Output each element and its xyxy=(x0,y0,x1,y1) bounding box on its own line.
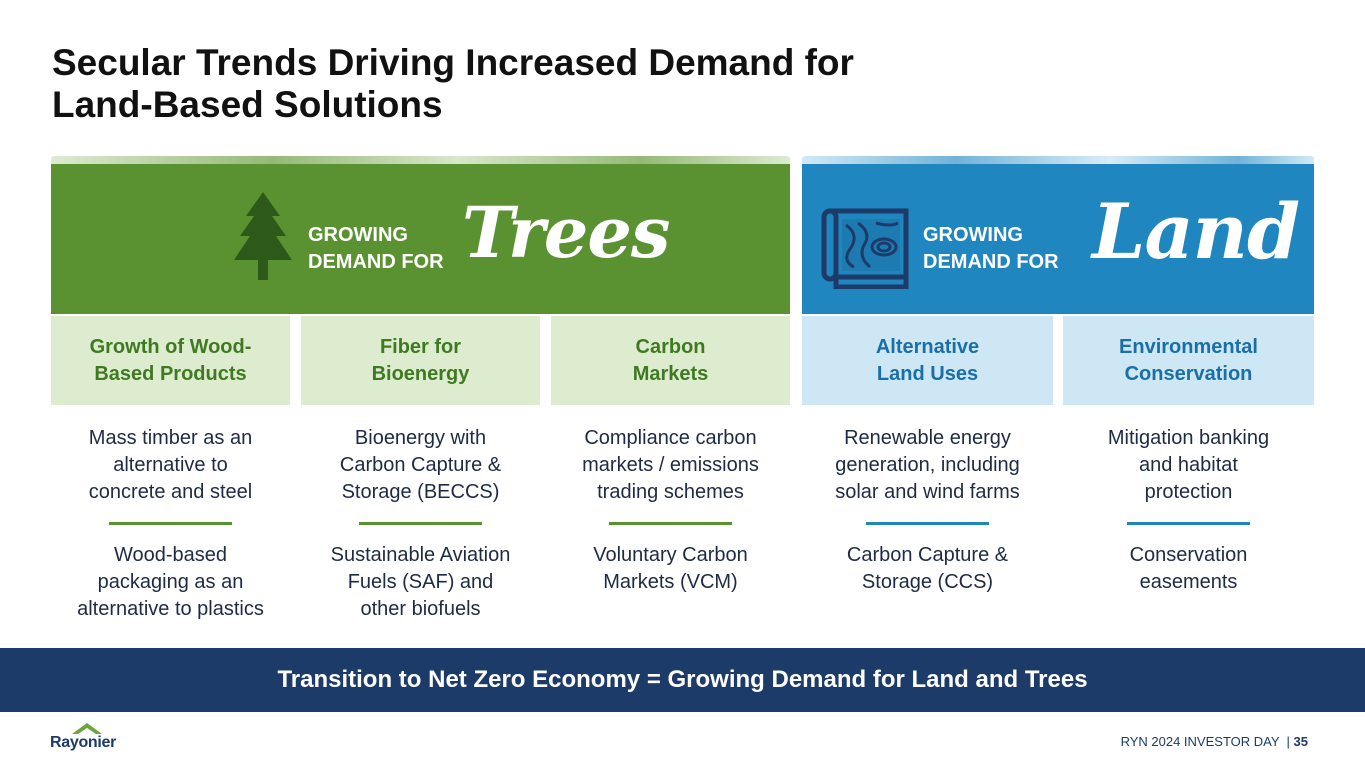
trees-growing-line-1: GROWING xyxy=(308,224,408,246)
category-header-environmental-conservation: Environmental Conservation xyxy=(1063,316,1314,405)
category-header-line: Markets xyxy=(632,362,709,385)
item-line: Mitigation banking xyxy=(1107,427,1270,449)
item-line: generation, including xyxy=(835,454,1020,476)
category-header-line: Growth of Wood- xyxy=(89,335,252,358)
column-2-item-2: Sustainable Aviation Fuels (SAF) and oth… xyxy=(301,542,540,623)
logo-peak-icon xyxy=(72,723,102,734)
category-header-line: Land Uses xyxy=(876,362,979,385)
column-1-item-2: Wood-based packaging as an alternative t… xyxy=(51,542,290,623)
category-header-alternative-land-uses: Alternative Land Uses xyxy=(802,316,1053,405)
item-line: easements xyxy=(1139,571,1238,593)
net-zero-banner: Transition to Net Zero Economy = Growing… xyxy=(0,648,1365,712)
column-3-item-1: Compliance carbon markets / emissions tr… xyxy=(551,425,790,506)
item-line: packaging as an xyxy=(97,571,244,593)
land-growing-line-1: GROWING xyxy=(923,224,1023,246)
item-line: alternative to plastics xyxy=(77,598,264,620)
item-line: Mass timber as an xyxy=(88,427,253,449)
trees-panel-brush-edge xyxy=(51,156,790,166)
pine-tree-icon xyxy=(234,192,292,280)
item-line: concrete and steel xyxy=(88,481,253,503)
category-header-bioenergy: Fiber for Bioenergy xyxy=(301,316,540,405)
rayonier-logo: Rayonier xyxy=(50,722,130,752)
column-2-item-1: Bioenergy with Carbon Capture & Storage … xyxy=(301,425,540,506)
title-line-1: Secular Trends Driving Increased Demand … xyxy=(52,42,854,83)
title-line-2: Land-Based Solutions xyxy=(52,84,443,125)
land-growing-line-2: DEMAND FOR xyxy=(923,251,1059,273)
column-5-item-2: Conservation easements xyxy=(1063,542,1314,596)
land-growing-label: GROWING DEMAND FOR xyxy=(923,222,1059,276)
column-5-item-1: Mitigation banking and habitat protectio… xyxy=(1063,425,1314,506)
trees-panel-header xyxy=(51,164,790,314)
item-line: alternative to xyxy=(113,454,228,476)
item-line: Conservation xyxy=(1129,544,1248,566)
category-header-carbon-markets: Carbon Markets xyxy=(551,316,790,405)
item-line: and habitat xyxy=(1139,454,1238,476)
item-line: Voluntary Carbon xyxy=(593,544,748,566)
item-line: markets / emissions xyxy=(582,454,759,476)
column-2-divider xyxy=(359,522,482,525)
trees-script-word: Trees xyxy=(462,191,670,274)
logo-wordmark: Rayonier xyxy=(50,734,117,751)
column-1-divider xyxy=(109,522,232,525)
trees-growing-line-2: DEMAND FOR xyxy=(308,251,444,273)
item-line: solar and wind farms xyxy=(835,481,1020,503)
footer: RYN 2024 INVESTOR DAY | 35 xyxy=(1121,734,1308,749)
item-line: Fuels (SAF) and xyxy=(347,571,494,593)
category-header-line: Environmental xyxy=(1119,335,1258,358)
item-line: other biofuels xyxy=(360,598,481,620)
item-line: Storage (CCS) xyxy=(861,571,994,593)
category-header-wood-products: Growth of Wood- Based Products xyxy=(51,316,290,405)
item-line: Bioenergy with xyxy=(354,427,487,449)
category-header-line: Fiber for xyxy=(379,335,462,358)
page-title: Secular Trends Driving Increased Demand … xyxy=(52,42,952,126)
column-3-item-2: Voluntary Carbon Markets (VCM) xyxy=(551,542,790,596)
item-line: protection xyxy=(1144,481,1233,503)
banner-text: Transition to Net Zero Economy = Growing… xyxy=(277,666,1088,693)
item-line: Storage (BECCS) xyxy=(341,481,500,503)
category-header-line: Bioenergy xyxy=(371,362,470,385)
land-map-icon xyxy=(821,208,909,289)
column-4-item-1: Renewable energy generation, including s… xyxy=(802,425,1053,506)
column-3-divider xyxy=(609,522,732,525)
category-header-line: Based Products xyxy=(94,362,247,385)
item-line: Compliance carbon xyxy=(584,427,757,449)
trees-growing-label: GROWING DEMAND FOR xyxy=(308,222,444,276)
column-4-divider xyxy=(866,522,989,525)
item-line: Markets (VCM) xyxy=(603,571,738,593)
category-header-line: Alternative xyxy=(875,335,980,358)
item-line: Sustainable Aviation xyxy=(330,544,511,566)
item-line: Carbon Capture & xyxy=(339,454,502,476)
category-header-line: Conservation xyxy=(1124,362,1253,385)
footer-label: RYN 2024 INVESTOR DAY | xyxy=(1120,734,1290,749)
item-line: Wood-based xyxy=(113,544,228,566)
category-header-line: Carbon xyxy=(635,335,706,358)
column-4-item-2: Carbon Capture & Storage (CCS) xyxy=(802,542,1053,596)
item-line: Renewable energy xyxy=(844,427,1011,449)
column-1-item-1: Mass timber as an alternative to concret… xyxy=(51,425,290,506)
land-panel-brush-edge xyxy=(802,156,1314,166)
item-line: Carbon Capture & xyxy=(846,544,1009,566)
column-5-divider xyxy=(1127,522,1250,525)
page-number: 35 xyxy=(1293,734,1308,749)
item-line: trading schemes xyxy=(597,481,744,503)
land-script-word: Land xyxy=(1092,187,1300,276)
